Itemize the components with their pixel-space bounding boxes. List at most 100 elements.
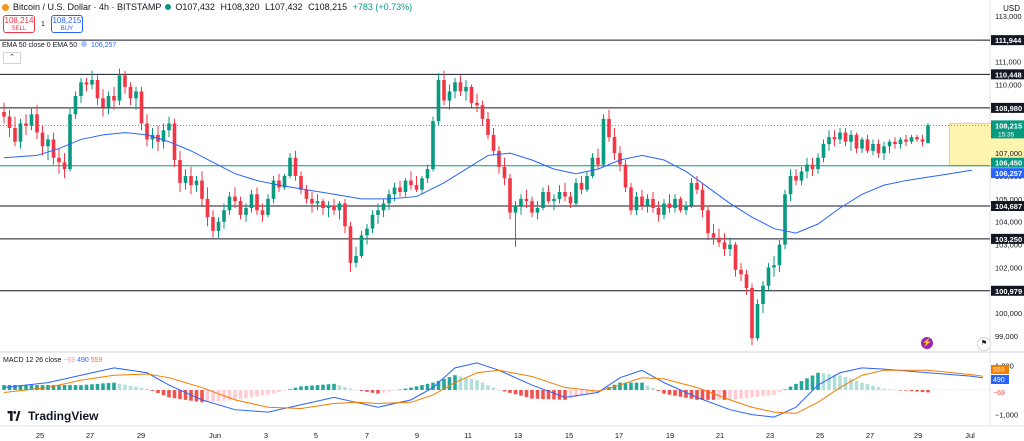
candle-body bbox=[860, 139, 864, 149]
candle-body bbox=[783, 194, 787, 245]
macd-histogram-bar bbox=[860, 382, 864, 390]
price-label-bg bbox=[991, 69, 1024, 80]
macd-histogram-bar bbox=[585, 390, 589, 395]
candle-body bbox=[321, 201, 325, 208]
candle-body bbox=[277, 180, 281, 188]
candle-body bbox=[398, 187, 402, 192]
candle-body bbox=[332, 205, 336, 211]
macd-histogram-bar bbox=[211, 390, 215, 402]
macd-histogram-bar bbox=[623, 382, 628, 390]
buy-button[interactable]: 108,215 BUY bbox=[50, 15, 83, 33]
candle-body bbox=[915, 137, 919, 140]
macd-histogram-bar bbox=[315, 385, 320, 390]
macd-histogram-bar bbox=[90, 384, 94, 390]
candle-body bbox=[216, 221, 221, 231]
macd-histogram-bar bbox=[233, 390, 237, 400]
x-tick-label: 5 bbox=[314, 431, 318, 440]
ema-color-icon bbox=[81, 41, 88, 47]
macd-histogram-bar bbox=[387, 390, 391, 392]
candle-body bbox=[827, 137, 831, 144]
macd-label-bg bbox=[991, 375, 1009, 384]
candle-body bbox=[805, 164, 809, 172]
tradingview-logo-icon bbox=[7, 411, 21, 421]
candle-body bbox=[651, 198, 655, 208]
macd-histogram-bar bbox=[409, 387, 413, 390]
candle-body bbox=[409, 180, 413, 186]
x-tick-label: 11 bbox=[464, 431, 472, 440]
lightning-icon[interactable]: ⚡ bbox=[921, 337, 933, 349]
macd-histogram-bar bbox=[79, 385, 83, 390]
macd-histogram-bar bbox=[123, 384, 127, 390]
macd-histogram-bar bbox=[398, 389, 402, 391]
macd-histogram-bar bbox=[392, 390, 397, 391]
macd-histogram-bar bbox=[706, 390, 710, 400]
candle-body bbox=[68, 114, 72, 170]
x-tick-label: 27 bbox=[86, 431, 94, 440]
macd-y-tick-label: −1,000 bbox=[995, 411, 1018, 420]
candle-body bbox=[799, 171, 804, 181]
candle-body bbox=[150, 134, 155, 140]
macd-histogram-bar bbox=[266, 390, 270, 395]
x-tick-label: 19 bbox=[666, 431, 674, 440]
candle-body bbox=[788, 176, 793, 195]
candle-body bbox=[794, 176, 798, 181]
candle-body bbox=[733, 244, 738, 270]
macd-histogram-bar bbox=[35, 385, 39, 390]
macd-label-text: −69 bbox=[993, 390, 1005, 397]
candle-body bbox=[205, 198, 210, 218]
macd-legend[interactable]: MACD 12 26 close −69 490 559 bbox=[3, 357, 102, 364]
candle-body bbox=[112, 96, 116, 101]
macd-signal-value: 559 bbox=[90, 357, 103, 364]
macd-histogram-bar bbox=[282, 390, 287, 391]
logo-text: TradingView bbox=[28, 409, 99, 423]
macd-signal-line bbox=[3, 369, 984, 414]
macd-histogram-bar bbox=[156, 390, 160, 394]
price-label-text: 108,215 bbox=[995, 121, 1022, 130]
bitcoin-logo-icon bbox=[2, 3, 9, 11]
candle-body bbox=[106, 96, 111, 108]
tradingview-logo[interactable]: TradingView bbox=[4, 409, 98, 423]
macd-histogram-bar bbox=[95, 383, 100, 390]
macd-histogram-bar bbox=[722, 390, 727, 400]
macd-histogram-bar bbox=[618, 382, 622, 390]
macd-hist-value: −69 bbox=[63, 357, 76, 364]
x-tick-label: 25 bbox=[816, 431, 824, 440]
currency-label[interactable]: USD bbox=[1003, 4, 1020, 13]
macd-histogram-bar bbox=[167, 390, 171, 398]
macd-histogram-bar bbox=[887, 389, 892, 390]
y-tick-label: 110,000 bbox=[995, 81, 1022, 90]
ema-legend[interactable]: EMA 50 close 0 EMA 50 106,257 bbox=[2, 41, 116, 49]
candle-body bbox=[211, 217, 215, 231]
macd-histogram-bar bbox=[326, 384, 331, 390]
candle-body bbox=[222, 210, 226, 222]
candle-body bbox=[590, 157, 595, 176]
collapse-chevron-icon[interactable]: ⌃ bbox=[3, 52, 21, 64]
price-label-subtext: 15:35 bbox=[998, 131, 1015, 138]
macd-histogram-bar bbox=[469, 378, 474, 390]
candle-body bbox=[524, 198, 529, 202]
macd-histogram-bar bbox=[816, 372, 820, 390]
macd-histogram-bar bbox=[865, 384, 870, 390]
candle-body bbox=[926, 125, 930, 144]
macd-histogram-bar bbox=[711, 390, 716, 400]
macd-label-text: 559 bbox=[993, 367, 1005, 374]
macd-histogram-bar bbox=[183, 390, 188, 400]
flag-icon[interactable]: ⚑ bbox=[977, 337, 991, 351]
candle-body bbox=[134, 91, 138, 99]
macd-histogram-bar bbox=[926, 390, 930, 393]
macd-histogram-bar bbox=[348, 388, 353, 390]
candle-body bbox=[887, 141, 892, 147]
candle-body bbox=[909, 137, 914, 142]
ema50-line bbox=[3, 132, 973, 234]
macd-histogram-bar bbox=[909, 390, 914, 392]
macd-line-value: 490 bbox=[77, 357, 89, 364]
macd-histogram-bar bbox=[574, 390, 578, 397]
symbol-legend: Bitcoin / U.S. Dollar · 4h · BITSTAMP O1… bbox=[2, 2, 415, 12]
sell-button[interactable]: 108,214 SELL bbox=[3, 15, 35, 33]
trade-buttons: 108,214 SELL 1 108,215 BUY bbox=[3, 15, 83, 33]
macd-histogram-bar bbox=[640, 382, 644, 390]
macd-histogram-bar bbox=[876, 387, 881, 390]
symbol-title[interactable]: Bitcoin / U.S. Dollar · 4h · BITSTAMP bbox=[13, 2, 162, 12]
x-tick-label: 29 bbox=[914, 431, 922, 440]
